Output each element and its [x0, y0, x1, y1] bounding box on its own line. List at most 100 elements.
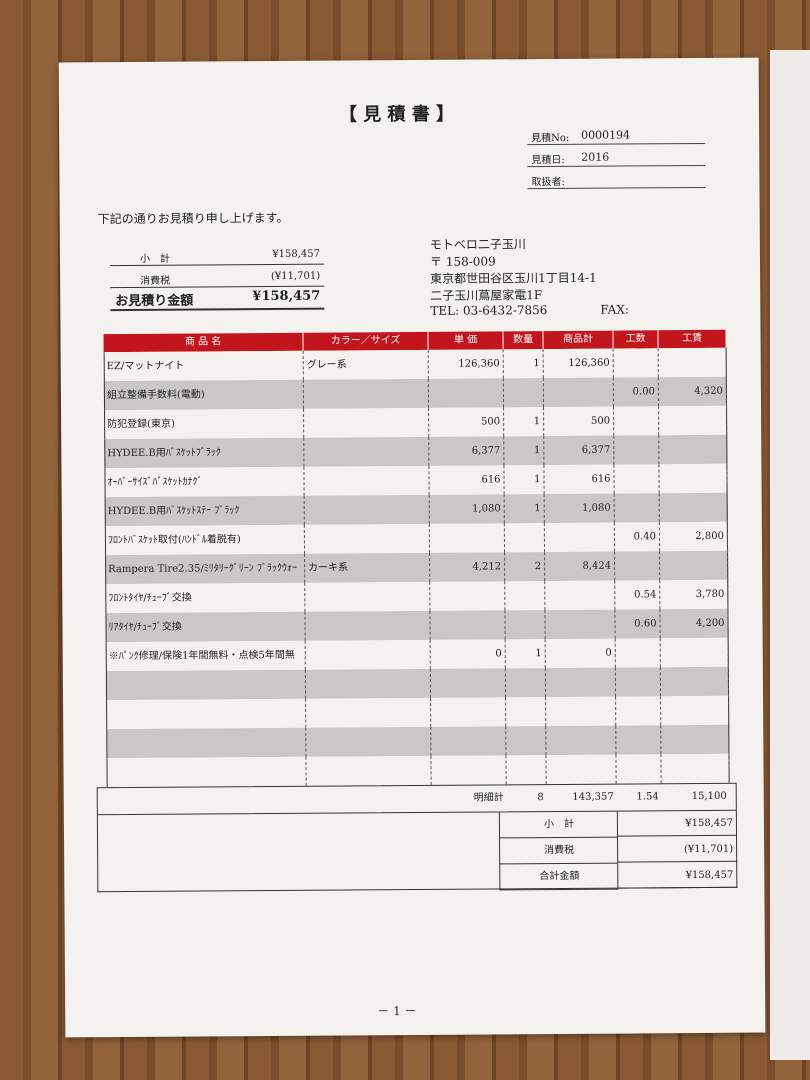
empty-cell — [506, 755, 547, 785]
table-cell: ※ﾊﾟﾝｸ修理/保険1年間無料・点検5年間無料 — [105, 640, 306, 672]
table-cell: HYDEE.B用ﾊﾞｽｹｯﾄﾌﾞﾗｯｸ — [104, 437, 305, 469]
empty-cell — [106, 756, 307, 788]
empty-cell — [304, 436, 430, 467]
totals-label: 消費税 — [499, 837, 619, 865]
empty-cell — [106, 698, 307, 730]
empty-cell — [306, 697, 432, 728]
table-cell: 4,212 — [430, 552, 506, 582]
empty-cell — [431, 726, 507, 756]
empty-cell — [306, 726, 432, 757]
meta-label: 見積日: — [531, 154, 565, 167]
empty-cell — [616, 725, 662, 755]
empty-cell — [505, 668, 547, 698]
column-header: 商 品 名 — [103, 332, 304, 353]
table-cell: ﾘｱﾀｲﾔ/ﾁｭｰﾌﾞ交換 — [105, 611, 306, 643]
meta-label: 見積No: — [531, 132, 570, 145]
greeting: 下記の通りお見積り申し上げます。 — [97, 210, 289, 227]
table-cell: 616 — [544, 464, 615, 495]
table-cell: 0 — [430, 639, 506, 669]
empty-cell — [429, 523, 506, 553]
table-cell: 126,360 — [428, 349, 504, 379]
company-line: 東京都世田谷区玉川1丁目14-1 — [430, 270, 597, 286]
table-cell: 616 — [429, 465, 505, 495]
table-cell: EZ/マットナイト — [103, 350, 304, 382]
column-header: 工賃 — [658, 329, 727, 349]
empty-cell — [303, 378, 430, 409]
summary-label: 消費税 — [140, 275, 171, 287]
empty-cell — [546, 725, 617, 756]
empty-cell — [431, 697, 507, 727]
empty-cell — [304, 465, 430, 496]
empty-cell — [305, 639, 431, 670]
empty-cell — [430, 610, 506, 640]
table-cell: 1 — [504, 436, 545, 466]
table-cell: カーキ系 — [305, 552, 431, 583]
empty-cell — [506, 697, 547, 727]
table-cell: 126,360 — [543, 348, 614, 379]
table-cell: 0.40 — [614, 522, 661, 552]
empty-cell — [661, 695, 730, 726]
empty-cell — [615, 667, 662, 697]
empty-cell — [659, 434, 728, 465]
column-header: 単 価 — [428, 331, 504, 350]
empty-cell — [660, 637, 729, 668]
title: 【 見 積 書 】 — [338, 103, 455, 126]
empty-cell — [614, 406, 660, 436]
empty-cell — [660, 666, 730, 697]
empty-cell — [546, 696, 617, 727]
item-table: 商 品 名カラー／サイズ単 価数量 商品計 工数 工賃 EZ/マットナイト グレー系 126… — [96, 329, 738, 893]
empty-cell — [544, 522, 616, 553]
empty-cell — [543, 377, 615, 408]
empty-cell — [614, 464, 660, 494]
empty-cell — [661, 753, 730, 784]
summary-value: ¥158,457 — [272, 248, 320, 260]
meta-rule — [527, 164, 706, 168]
empty-cell — [659, 463, 728, 494]
table-cell: 3,780 — [660, 579, 729, 610]
empty-cell — [614, 493, 660, 523]
empty-cell — [613, 348, 659, 378]
empty-cell — [304, 407, 430, 438]
table-cell: 防犯登録(東京) — [104, 408, 305, 440]
summary-rule — [110, 307, 325, 312]
empty-cell — [660, 550, 729, 581]
empty-cell — [616, 696, 662, 726]
table-cell: 500 — [544, 406, 615, 437]
summary-label: 小 計 — [139, 253, 171, 265]
summary — [59, 58, 759, 63]
empty-cell — [305, 668, 432, 699]
table-cell: 組立整備手数料(電動) — [103, 379, 305, 411]
empty-cell — [430, 581, 506, 611]
summary-rule — [110, 263, 325, 267]
subtotal-hours: 1.54 — [636, 791, 659, 803]
empty-cell — [431, 755, 507, 785]
table-cell: 1 — [503, 349, 544, 379]
subtotal-labor: 15,100 — [691, 790, 727, 803]
totals-value: ¥158,457 — [617, 862, 738, 889]
table-cell: 1 — [504, 494, 545, 524]
empty-cell — [305, 581, 431, 612]
totals-label: 合計金額 — [499, 863, 619, 891]
empty-cell — [106, 727, 307, 759]
empty-cell — [659, 405, 728, 436]
empty-cell — [545, 580, 616, 611]
table-cell: 1 — [504, 407, 545, 437]
empty-cell — [105, 669, 307, 701]
empty-cell — [304, 523, 431, 554]
summary-value: (¥11,701) — [270, 270, 321, 282]
empty-cell — [503, 378, 545, 408]
table-cell: グレー系 — [303, 349, 429, 380]
empty-cell — [306, 755, 432, 786]
company-line: FAX: — [600, 302, 629, 317]
totals-value: (¥11,701) — [617, 836, 738, 863]
summary-label: お見積り金額 — [115, 293, 194, 310]
table-cell: ｵｰﾊﾞｰｻｲｽﾞﾊﾞｽｹｯﾄｶﾅｸﾞ — [104, 466, 305, 498]
totals-value: ¥158,457 — [616, 810, 738, 837]
column-header: 工数 — [613, 330, 659, 349]
table-cell: 1 — [505, 639, 546, 669]
meta-value: 2016 — [581, 150, 610, 164]
subtotal-total: 143,357 — [572, 791, 614, 803]
empty-cell — [504, 523, 546, 553]
empty-cell — [506, 726, 547, 756]
